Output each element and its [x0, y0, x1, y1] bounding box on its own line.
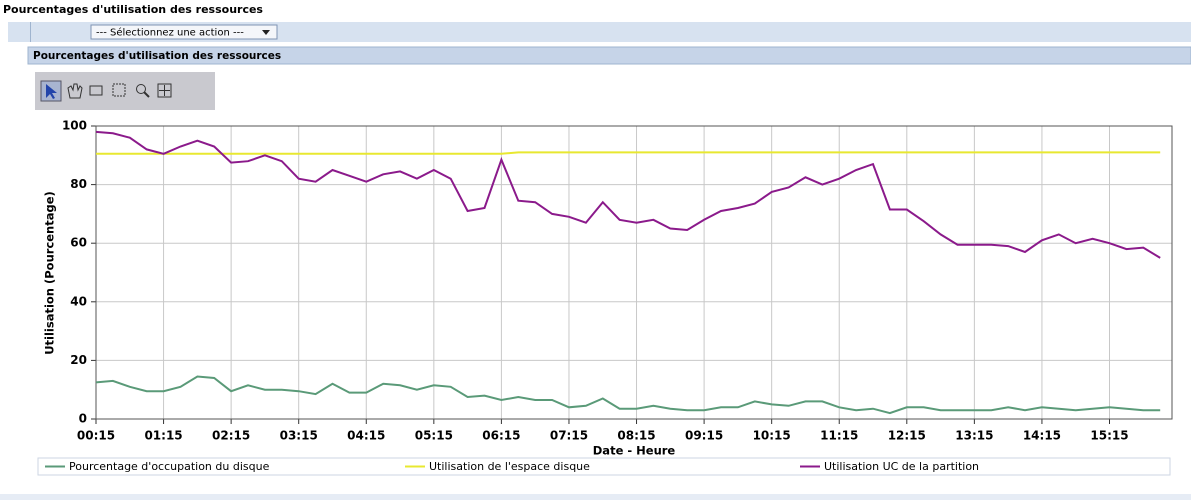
x-tick-label: 08:15: [617, 429, 655, 443]
x-tick-label: 06:15: [482, 429, 520, 443]
legend-label: Pourcentage d'occupation du disque: [69, 460, 270, 473]
tool-zoom[interactable]: [136, 84, 146, 94]
legend-label: Utilisation UC de la partition: [824, 460, 979, 473]
x-tick-label: 09:15: [685, 429, 723, 443]
x-tick-label: 07:15: [550, 429, 588, 443]
x-axis-label: Date - Heure: [593, 444, 676, 458]
x-tick-label: 10:15: [753, 429, 791, 443]
plot-frame: [95, 125, 1173, 420]
x-tick-label: 12:15: [888, 429, 926, 443]
action-select[interactable]: [90, 24, 278, 40]
y-tick-label: 0: [79, 412, 87, 426]
y-tick-label: 40: [70, 294, 87, 308]
x-tick-label: 14:15: [1023, 429, 1061, 443]
y-axis-label: Utilisation (Pourcentage): [43, 191, 57, 355]
tool-annotate[interactable]: [89, 85, 103, 96]
plot-area: [96, 126, 1172, 419]
y-tick-label: 80: [70, 177, 87, 191]
x-tick-label: 15:15: [1090, 429, 1128, 443]
x-tick-label: 02:15: [212, 429, 250, 443]
tool-fit[interactable]: [157, 83, 172, 98]
panel-header: [27, 46, 1191, 65]
select-arrow: [262, 30, 270, 35]
x-tick-label: 11:15: [820, 429, 858, 443]
tool-fit-icon: [159, 85, 170, 96]
legend-label: Utilisation de l'espace disque: [429, 460, 590, 473]
x-tick-label: 00:15: [77, 429, 115, 443]
series-line: [95, 375, 1161, 415]
action-select-text[interactable]: --- Sélectionnez une action ---: [96, 27, 244, 39]
page-title: Pourcentages d'utilisation des ressource…: [3, 3, 263, 16]
toolbar-sep: [30, 22, 31, 42]
tool-pan[interactable]: [67, 83, 83, 99]
x-tick-label: 13:15: [955, 429, 993, 443]
footer-bar: [0, 494, 1191, 500]
legend: [37, 457, 1171, 476]
x-tick-label: 03:15: [280, 429, 318, 443]
series-line: [95, 130, 1161, 259]
x-tick-label: 01:15: [144, 429, 182, 443]
panel-title: Pourcentages d'utilisation des ressource…: [33, 50, 281, 62]
tool-icon: [46, 84, 57, 99]
y-tick-label: 100: [62, 119, 87, 133]
tool-zoom-box[interactable]: [112, 83, 126, 97]
x-tick-label: 04:15: [347, 429, 385, 443]
tool-zoom-handle: [143, 91, 150, 98]
x-tick-label: 05:15: [415, 429, 453, 443]
toolbar: [8, 22, 1191, 42]
y-tick-label: 60: [70, 236, 87, 250]
series-line: [96, 151, 1161, 155]
y-tick-label: 20: [70, 353, 87, 367]
